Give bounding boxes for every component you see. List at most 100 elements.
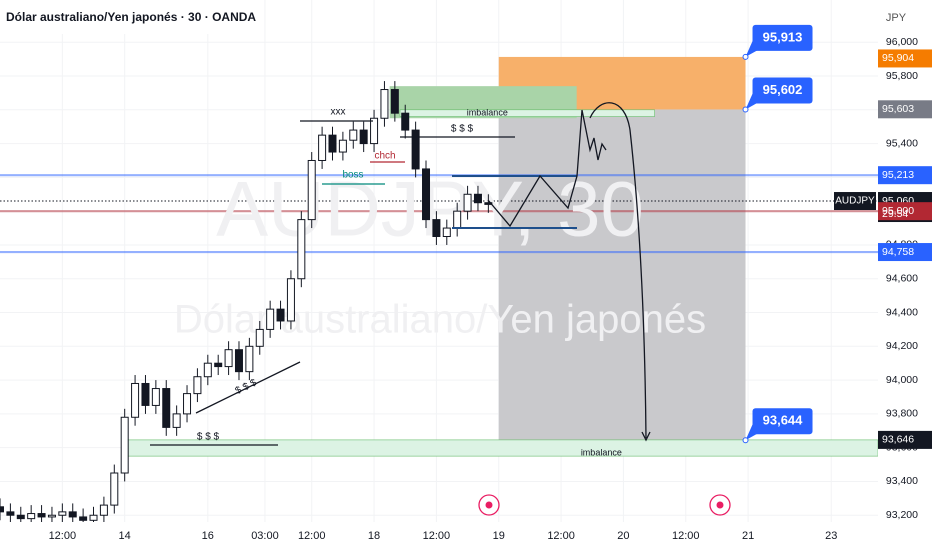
- candle-body: [473, 193, 482, 204]
- trend-line: [195, 361, 301, 414]
- candle-body: [47, 514, 56, 518]
- candle-body: [58, 511, 67, 516]
- price-tag-label: 93,646: [882, 434, 914, 446]
- projection-path: [487, 109, 607, 228]
- header: [0, 0, 240, 34]
- callout-label: 95,913: [763, 29, 803, 44]
- y-tick-label: 95,800: [886, 70, 918, 82]
- x-tick-label: 14: [119, 530, 131, 542]
- candle-body: [401, 112, 410, 131]
- candle-body: [422, 168, 431, 221]
- symbol-tag: [834, 192, 876, 211]
- annotation: boss: [342, 170, 363, 181]
- candle-body: [380, 89, 389, 119]
- x-tick-label: 12:00: [547, 530, 575, 542]
- candle-body: [68, 511, 77, 518]
- annotation: xxx: [331, 107, 346, 118]
- symbol-label: AUDJPY: [835, 196, 875, 207]
- x-tick-label: 12:00: [298, 530, 326, 542]
- candle-body: [37, 513, 46, 518]
- y-tick-label: 93,800: [886, 408, 918, 420]
- candle-body: [349, 129, 358, 141]
- annotation: chch: [374, 151, 395, 162]
- zone-label: imbalance: [467, 108, 508, 118]
- candle-body: [359, 129, 368, 145]
- callout: [752, 24, 813, 51]
- candle-body: [266, 308, 275, 330]
- callout-point: [742, 53, 749, 60]
- candle-body: [6, 511, 15, 516]
- candle-body: [307, 159, 316, 221]
- y-tick-label: 93,400: [886, 475, 918, 487]
- candle-body: [370, 117, 379, 145]
- candle-body: [463, 193, 472, 212]
- annotation: $ $ $: [451, 124, 474, 135]
- zone: [498, 109, 746, 441]
- event-icon: [478, 494, 500, 516]
- callout: [752, 77, 813, 104]
- projection-arrow: [589, 102, 647, 439]
- x-tick-label: 12:00: [672, 530, 700, 542]
- y-tick-label: 96,000: [886, 36, 918, 48]
- annotation: $ $ $: [197, 432, 220, 443]
- event-icon: [709, 494, 731, 516]
- y-tick-label: 94,600: [886, 273, 918, 285]
- price-tag-label: 95,904: [882, 52, 914, 64]
- x-tick-label: 19: [493, 530, 505, 542]
- x-tick-label: 12:00: [423, 530, 451, 542]
- candle-body: [234, 349, 243, 373]
- candle-body: [110, 472, 119, 506]
- candle-body: [203, 362, 212, 378]
- price-axis: [878, 0, 932, 550]
- candle-body: [79, 516, 88, 521]
- x-tick-label: 16: [202, 530, 214, 542]
- candle-body: [432, 219, 441, 238]
- candle-body: [297, 219, 306, 280]
- candle-body: [328, 134, 337, 153]
- callout-point: [742, 437, 749, 444]
- y-tick-label: 94,200: [886, 340, 918, 352]
- zone: [124, 439, 879, 457]
- candle-body: [131, 382, 140, 418]
- candle-body: [0, 506, 4, 513]
- candle-body: [411, 129, 420, 170]
- candle-body: [442, 227, 451, 238]
- candle-body: [193, 376, 202, 395]
- callout-label: 93,644: [763, 413, 804, 428]
- candle-body: [183, 393, 192, 415]
- candle-body: [27, 513, 36, 520]
- callout-label: 95,602: [763, 82, 803, 97]
- level-tag: [878, 166, 932, 185]
- candle-body: [16, 514, 25, 520]
- watermark-subtitle: Dólar australiano/Yen japonés: [174, 298, 706, 342]
- x-tick-label: 21: [742, 530, 754, 542]
- candle-body: [390, 89, 399, 114]
- zone: [399, 109, 655, 117]
- time-axis: [0, 522, 932, 550]
- candle-body: [214, 362, 223, 368]
- candle-body: [276, 308, 285, 322]
- candle-body: [318, 134, 327, 161]
- candle-body: [245, 345, 254, 373]
- countdown: 29:54: [882, 208, 908, 220]
- y-tick-label: 94,400: [886, 306, 918, 318]
- x-tick-label: 23: [825, 530, 837, 542]
- candle-body: [453, 210, 462, 229]
- y-tick-label: 93,200: [886, 509, 918, 521]
- callout: [752, 408, 813, 435]
- candle-body: [151, 388, 160, 406]
- candle-body: [99, 504, 108, 516]
- event-icon: [485, 501, 493, 509]
- candle-body: [162, 388, 171, 428]
- zone-label: imbalance: [581, 447, 622, 457]
- price-tag: [878, 49, 932, 68]
- level-tag: [878, 243, 932, 262]
- x-tick-label: 12:00: [49, 530, 77, 542]
- x-tick-label: 20: [617, 530, 629, 542]
- level-tag: [878, 202, 932, 221]
- x-tick-label: 18: [368, 530, 380, 542]
- arrow-head: [641, 431, 651, 442]
- level-tag-label: 95,000: [882, 205, 914, 217]
- y-tick-label: 94,000: [886, 374, 918, 386]
